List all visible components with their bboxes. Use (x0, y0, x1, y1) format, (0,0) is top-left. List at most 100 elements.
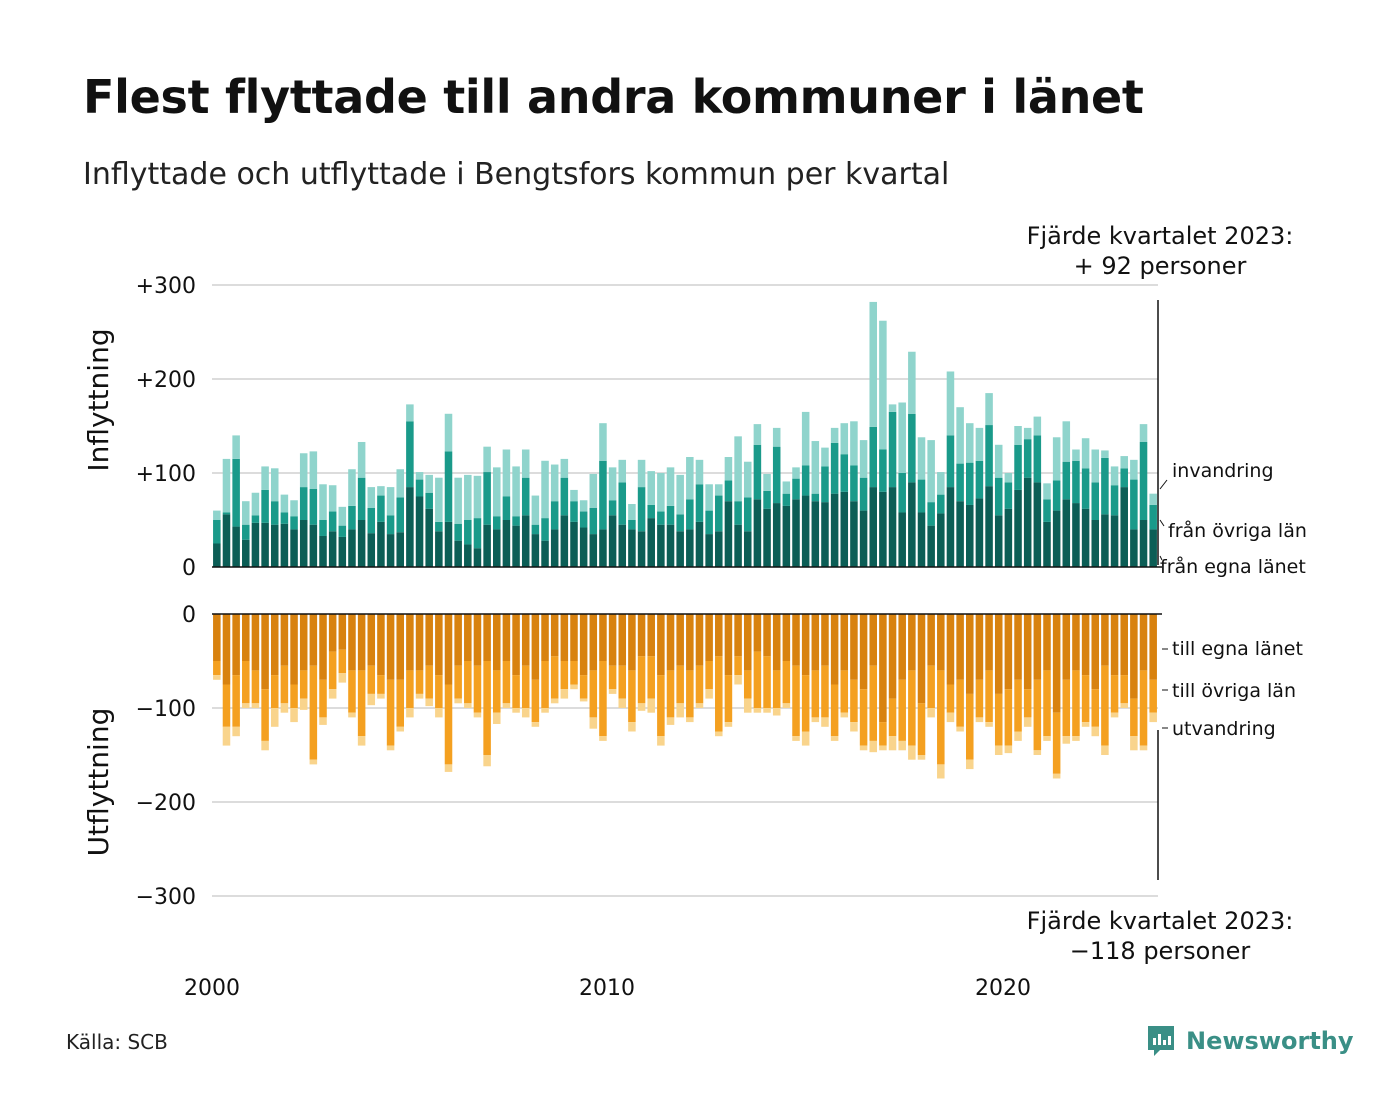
bar-in (261, 522, 269, 567)
bar-out (290, 614, 298, 685)
bar-out (493, 712, 501, 724)
bar-out (1023, 717, 1032, 727)
bar-out (1101, 745, 1109, 755)
bar-out (966, 759, 974, 770)
bar-out (377, 675, 385, 694)
bar-out (1120, 614, 1128, 676)
bar-out (830, 614, 839, 685)
bar-out (686, 717, 694, 723)
bar-in (1149, 504, 1157, 530)
bar-out (994, 614, 1003, 694)
bar-out (695, 614, 704, 666)
bar-in (705, 484, 713, 511)
bar-out (956, 614, 964, 680)
bar-out (550, 614, 559, 657)
bar-in (1072, 449, 1080, 461)
bar-out (280, 703, 289, 713)
bar-out (1139, 670, 1148, 746)
bar-out (396, 614, 404, 680)
bar-out (299, 670, 308, 699)
bar-out (1149, 712, 1157, 723)
bar-out (734, 675, 742, 685)
bar-in (531, 524, 540, 535)
bar-out (1081, 722, 1090, 727)
bar-in (473, 548, 482, 567)
bar-in (1043, 521, 1051, 567)
bar-in (222, 458, 231, 513)
bar-out (657, 614, 665, 676)
bar-out (270, 675, 279, 708)
bar-in (898, 473, 906, 513)
bar-in (570, 501, 578, 522)
bar-in (628, 529, 636, 567)
bar-in (1101, 450, 1109, 458)
bar-out (599, 661, 607, 737)
bar-in (695, 459, 704, 485)
bar-in (618, 482, 627, 525)
bar-in (908, 482, 916, 567)
bar-out (753, 614, 762, 652)
bar-out (415, 614, 424, 671)
bar-out (1014, 614, 1022, 680)
bar-out (396, 679, 404, 727)
bar-out (473, 665, 482, 713)
bar-out (550, 656, 559, 699)
bar-in (464, 520, 472, 545)
bar-in (782, 493, 791, 506)
bar-in (637, 487, 646, 532)
bar-in (599, 529, 607, 567)
bar-out (695, 703, 704, 708)
bar-in (425, 474, 433, 493)
y-tick-label-top: 0 (182, 556, 196, 581)
bar-in (676, 531, 684, 567)
bar-in (772, 446, 781, 504)
bar-out (666, 614, 675, 671)
bar-in (579, 500, 588, 512)
bar-out (908, 670, 916, 746)
bar-out (435, 675, 443, 708)
bar-out (908, 614, 916, 671)
bar-out (435, 614, 443, 676)
bar-out (821, 717, 829, 727)
bar-in (550, 501, 559, 530)
bar-in (724, 480, 733, 502)
bar-out (1072, 614, 1080, 671)
bar-in (242, 501, 250, 525)
bar-out (821, 665, 829, 718)
bar-in (927, 525, 935, 567)
bar-in (1062, 499, 1071, 567)
bar-in (1130, 459, 1138, 480)
bar-in (840, 491, 849, 567)
bar-out (966, 693, 974, 760)
bar-out (386, 679, 395, 746)
bar-in (850, 501, 858, 567)
bar-in (811, 441, 820, 494)
bar-in (319, 535, 327, 567)
bar-in (917, 437, 926, 480)
bar-in (753, 499, 762, 567)
bar-out (261, 689, 269, 741)
bar-in (1052, 437, 1061, 481)
bar-in (985, 486, 993, 567)
bar-in (280, 523, 289, 567)
bar-in (792, 467, 800, 479)
bar-out (850, 679, 858, 723)
bar-in (946, 487, 955, 567)
bar-in (618, 524, 627, 567)
bar-in (763, 490, 771, 509)
bar-out (985, 614, 993, 671)
newsworthy-logo[interactable]: Newsworthy (1146, 1024, 1354, 1058)
bar-out (251, 670, 260, 704)
bar-in (1014, 426, 1022, 445)
bar-in (801, 495, 810, 567)
bar-out (608, 689, 617, 694)
bar-in (435, 531, 443, 567)
bar-out (647, 698, 655, 713)
bar-out (830, 736, 839, 741)
bar-in (1023, 439, 1032, 478)
bar-out (734, 656, 742, 676)
bar-in (493, 529, 501, 567)
bar-in (966, 504, 974, 567)
bar-out (367, 693, 376, 706)
